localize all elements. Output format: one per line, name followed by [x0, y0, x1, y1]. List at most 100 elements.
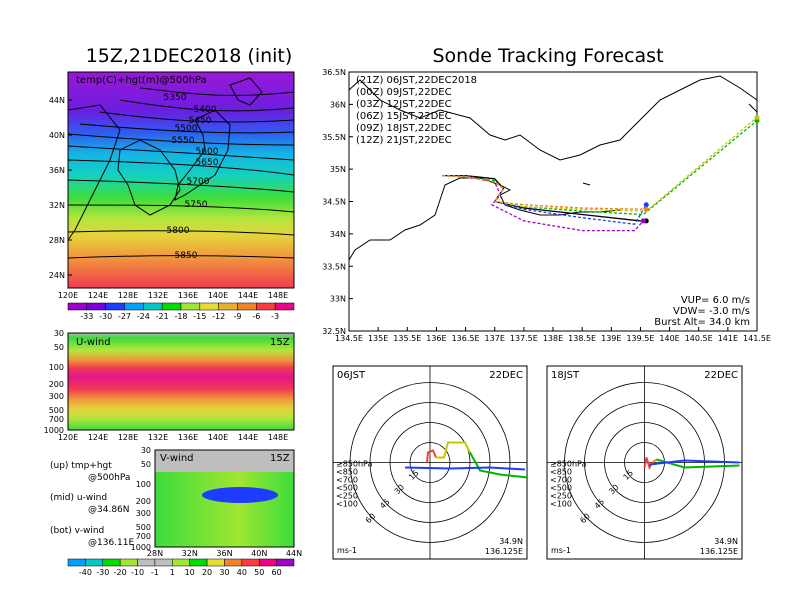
colorbar-swatch: [105, 302, 125, 311]
colorbar-swatch: [85, 558, 104, 567]
colorbar-swatch: [274, 302, 295, 311]
lat-tick-label: 32N: [49, 201, 65, 210]
vwind-label: V-wind: [160, 453, 194, 464]
hodo-level-label: ≥850hPa: [336, 460, 373, 469]
pressure-tick-label: 50: [54, 343, 64, 352]
note-mid: (mid) u-wind: [50, 493, 107, 503]
lat-tick-label: 40N: [251, 549, 267, 558]
lon-tick-label: 137E: [485, 334, 505, 343]
hodo-unit: ms-1: [337, 546, 357, 555]
lon-tick-label: 144E: [238, 291, 258, 300]
colorbar-label: -30: [99, 312, 112, 321]
hodo-trace: [404, 466, 526, 471]
track-line: [442, 120, 758, 216]
lat-tick-label: 44N: [49, 96, 65, 105]
colorbar-label: -18: [174, 312, 187, 321]
uwind-shading: [68, 333, 294, 430]
note-bot2: @136.11E: [88, 538, 134, 548]
colorbar-swatch: [189, 558, 208, 567]
hodo-level-label: <100: [336, 500, 358, 509]
track-legend-item: (09Z) 18JST,22DEC: [356, 123, 452, 134]
uwind-time: 15Z: [270, 337, 290, 348]
track-legend-item: (12Z) 21JST,22DEC: [356, 135, 452, 146]
track-info-burst: Burst Alt= 34.0 km: [654, 317, 750, 328]
hodo-lon: 136.125E: [485, 547, 523, 556]
lon-tick-label: 132E: [148, 433, 168, 442]
colorbar-label: 20: [202, 568, 212, 577]
colorbar-swatch: [256, 302, 276, 311]
track-legend-item: (00Z) 09JST,22DEC: [356, 87, 452, 98]
lon-tick-label: 132E: [148, 291, 168, 300]
colorbar-swatch: [137, 558, 156, 567]
hodo-level-label: <850: [336, 468, 358, 477]
honshu-coastline: [348, 75, 758, 186]
lat-tick-label: 33N: [330, 295, 346, 304]
vwind-lat-ticks: 28N 32N 36N 40N 44N: [147, 549, 302, 558]
pressure-tick-label: 30: [141, 446, 151, 455]
colorbar-swatch: [172, 558, 190, 567]
lon-tick-label: 120E: [58, 291, 78, 300]
colorbar-swatch: [199, 302, 219, 311]
hodo-lon: 136.125E: [700, 547, 738, 556]
lat-tick-label: 28N: [49, 236, 65, 245]
track-legend-item: (03Z) 12JST,22DEC: [356, 99, 452, 110]
colorbar-swatch: [218, 302, 238, 311]
note-up2: @500hPa: [88, 473, 130, 483]
map500-label: temp(C)+hgt(m)@500hPa: [76, 75, 207, 86]
landing-point: [640, 218, 646, 224]
right-title: Sonde Tracking Forecast: [432, 45, 663, 67]
hodo-unit: ms-1: [551, 546, 571, 555]
colorbar-label: -3: [271, 312, 279, 321]
pressure-tick-label: 50: [141, 460, 151, 469]
track-legend: (00Z) 09JST,22DEC(03Z) 12JST,22DEC(06Z) …: [356, 87, 452, 146]
lat-tick-label: 40N: [49, 131, 65, 140]
landing-point: [754, 114, 760, 120]
lon-tick-label: 144E: [238, 433, 258, 442]
contour-label: 5450: [189, 116, 212, 126]
colorbar-swatch: [67, 302, 88, 311]
lon-tick-label: 136E: [178, 433, 198, 442]
note-mid2: @34.86N: [88, 505, 130, 515]
map500-frame: [67, 71, 295, 289]
colorbar-label: -10: [131, 568, 144, 577]
lon-tick-label: 140E: [208, 433, 228, 442]
pressure-tick-label: 500: [136, 523, 151, 532]
lat-tick-label: 44N: [286, 549, 302, 558]
hodo-level-label: <850: [550, 468, 572, 477]
lon-tick-label: 135E: [368, 334, 388, 343]
pressure-tick-label: 30: [54, 329, 64, 338]
track-lines: [442, 114, 760, 232]
left-title: 15Z,21DEC2018 (init): [86, 45, 293, 67]
track-line: [442, 116, 758, 212]
hodo-level-label: <500: [550, 484, 572, 493]
contour-label: 5800: [167, 226, 190, 236]
colorbar-label: -24: [137, 312, 150, 321]
lon-tick-label: 138.5E: [568, 334, 596, 343]
lat-tick-label: 36N: [49, 166, 65, 175]
lon-tick-label: 136E: [178, 291, 198, 300]
colorbar-swatch: [241, 558, 260, 567]
hodo-level-label: <250: [336, 492, 358, 501]
lon-tick-label: 140.5E: [685, 334, 713, 343]
colorbar-label: -9: [234, 312, 242, 321]
colorbar-swatch: [224, 558, 243, 567]
contour-label: 5350: [164, 93, 187, 103]
hodo-level-label: <100: [550, 500, 572, 509]
vwind-jet: [202, 487, 278, 503]
lon-tick-label: 136E: [426, 334, 446, 343]
pressure-tick-label: 100: [136, 480, 151, 489]
lon-tick-label: 140E: [208, 291, 228, 300]
contour-label: 5850: [175, 251, 198, 261]
hodo-level-label: ≥850hPa: [550, 460, 587, 469]
track-background: [349, 72, 757, 331]
contour-label: 5400: [194, 105, 217, 115]
colorbar-swatch: [237, 302, 257, 311]
china-coastline: [67, 104, 121, 241]
colorbar-label: -33: [80, 312, 93, 321]
lon-tick-label: 139E: [601, 334, 621, 343]
colorbar-label: 60: [272, 568, 282, 577]
